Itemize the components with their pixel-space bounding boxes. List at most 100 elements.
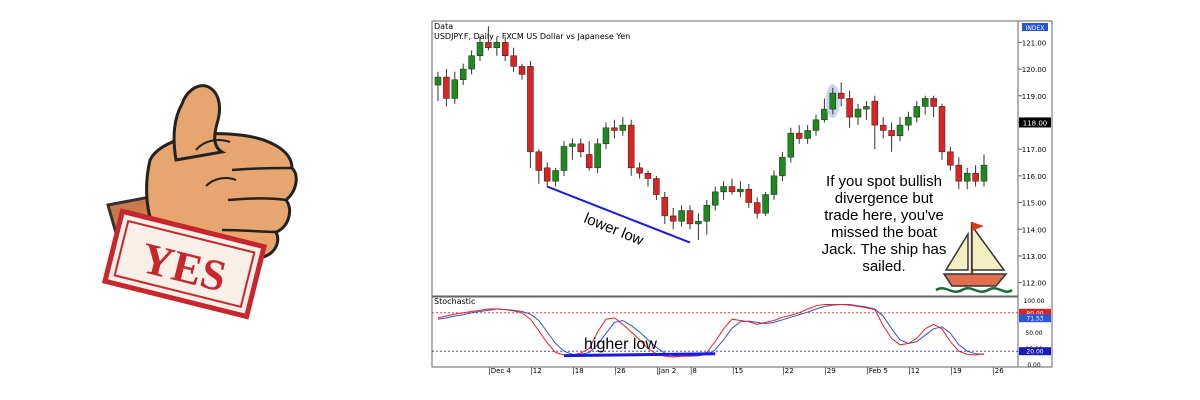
- price-tick-label: 119.00: [1022, 93, 1047, 101]
- candle-up: [863, 106, 870, 110]
- candle-down: [871, 100, 879, 126]
- x-axis-label: |12: [908, 367, 919, 375]
- candle-down: [510, 55, 517, 67]
- candle-down: [938, 106, 946, 153]
- price-trendline: [546, 185, 691, 244]
- candle-up: [921, 98, 929, 107]
- x-axis-label: |Feb 5: [866, 367, 887, 375]
- chart-title: USDJPY.F, Daily - FXCM US Dollar vs Japa…: [434, 32, 630, 41]
- candle-down: [686, 210, 694, 225]
- price-tick-label: 115.00: [1022, 200, 1047, 208]
- stochastic-k-marker: [1019, 314, 1051, 323]
- candle-up: [552, 170, 559, 182]
- x-axis-label: |26: [992, 367, 1004, 375]
- candle-down: [644, 172, 652, 179]
- x-axis-label: |15: [732, 367, 743, 375]
- candle-up: [594, 143, 601, 169]
- price-tick-label: 113.00: [1022, 253, 1047, 261]
- x-axis-label: |12: [530, 367, 541, 375]
- stochastic-d-line: [437, 304, 985, 357]
- annotation-line-4: missed the boat: [831, 224, 938, 241]
- oversold-label: 20.00: [1026, 349, 1043, 356]
- overbought-marker: [1019, 308, 1051, 317]
- candle-down: [795, 132, 803, 139]
- candle-up: [787, 132, 795, 158]
- candle-down: [879, 124, 887, 131]
- candle-down: [972, 172, 979, 182]
- candle-up: [980, 164, 988, 182]
- candle-down: [535, 151, 543, 171]
- candle-down: [669, 215, 677, 222]
- price-tick-label: 121.00: [1022, 39, 1047, 47]
- candle-down: [577, 143, 585, 153]
- candle-up: [913, 106, 921, 118]
- x-axis-label: |26: [614, 367, 626, 375]
- candle-down: [527, 66, 534, 153]
- x-axis-label: |19: [950, 367, 961, 375]
- stochastic-trendline: [563, 352, 716, 358]
- thumbs-up-icon: YES: [101, 84, 298, 320]
- candle-up: [896, 124, 904, 137]
- stochastic-k-label: 71.53: [1026, 316, 1043, 323]
- candle-up: [476, 42, 484, 56]
- candle-up: [711, 191, 719, 206]
- candle-up: [905, 116, 912, 126]
- price-tick-label: 120.00: [1022, 66, 1047, 74]
- stochastic-tick-label: 50.00: [1025, 330, 1042, 337]
- candle-down: [485, 42, 492, 48]
- candle-down: [636, 167, 643, 174]
- yes-stamp: YES: [101, 208, 268, 320]
- x-axis-label: |Dec 4: [488, 367, 511, 375]
- x-axis-label: |18: [572, 367, 583, 375]
- candle-up: [963, 172, 971, 182]
- candle-down: [543, 167, 551, 182]
- candle-up: [703, 204, 711, 222]
- price-tick-label: 116.00: [1022, 173, 1047, 181]
- candle-down: [745, 188, 753, 203]
- candle-down: [888, 130, 895, 137]
- candle-up: [451, 79, 459, 99]
- annotation-line-6: sailed.: [862, 258, 905, 275]
- candle-down: [585, 154, 593, 169]
- candle-up: [560, 146, 568, 171]
- price-tick-label: 112.00: [1022, 280, 1047, 288]
- candle-up: [829, 92, 837, 110]
- x-axis-label: |Jan 2: [656, 367, 676, 375]
- candle-down: [661, 196, 669, 217]
- stochastic-label: Stochastic: [434, 297, 475, 306]
- candle-up: [812, 119, 820, 131]
- price-tick-label: 114.00: [1022, 226, 1047, 234]
- x-axis-label: |8: [690, 367, 697, 375]
- axis-badge: INDEX: [1022, 23, 1048, 32]
- oversold-marker: [1019, 347, 1051, 356]
- candle-up: [779, 156, 786, 177]
- candle-up: [762, 194, 769, 214]
- candle-up: [602, 127, 610, 145]
- stochastic-tick-label: 0.00: [1027, 362, 1041, 369]
- candle-down: [627, 124, 635, 169]
- annotation-line-1: If you spot bullish: [826, 173, 942, 190]
- candle-up: [678, 210, 685, 222]
- stochastic-panel: [431, 296, 1019, 368]
- candle-up: [854, 108, 862, 118]
- current-price-label: 118.00: [1023, 119, 1048, 127]
- candle-down: [501, 42, 509, 56]
- candle-up: [720, 186, 727, 193]
- candle-down: [753, 202, 761, 214]
- candle-up: [493, 42, 501, 48]
- candle-down: [653, 178, 660, 195]
- candle-down: [947, 151, 954, 166]
- candle-up: [434, 76, 442, 86]
- candle-down: [728, 186, 736, 193]
- candle-up: [695, 220, 702, 225]
- candle-down: [955, 164, 963, 182]
- x-axis-label: |22: [782, 367, 793, 375]
- annotation-line-2: divergence but: [835, 190, 934, 207]
- candle-down: [518, 66, 526, 75]
- candle-up: [770, 175, 778, 195]
- candle-up: [821, 108, 828, 121]
- sailboat-icon: [935, 222, 1013, 293]
- annotation-higher-low: higher low: [584, 336, 657, 353]
- candle-down: [837, 92, 845, 99]
